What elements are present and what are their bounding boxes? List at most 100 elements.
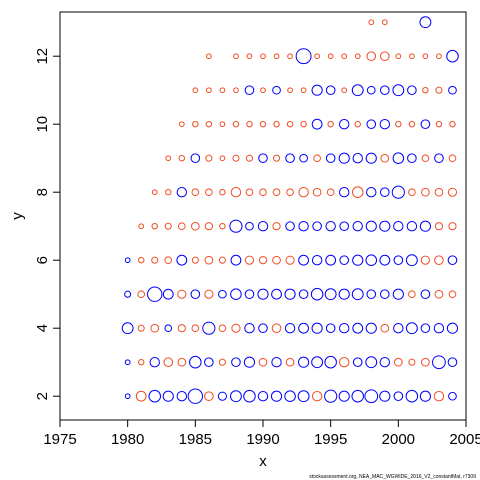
positive-residual-point <box>379 390 391 402</box>
positive-residual-point <box>351 84 364 97</box>
positive-residual-point <box>420 323 431 334</box>
negative-residual-point <box>354 120 361 128</box>
positive-residual-point <box>379 254 391 266</box>
positive-residual-point <box>285 221 295 231</box>
y-tick-label: 8 <box>34 188 51 196</box>
positive-residual-point <box>149 356 160 368</box>
positive-residual-point <box>204 357 214 368</box>
positive-residual-point <box>229 390 242 403</box>
positive-residual-point <box>295 48 312 65</box>
negative-residual-point <box>354 53 361 60</box>
negative-residual-point <box>232 154 240 162</box>
negative-residual-point <box>260 87 266 94</box>
positive-residual-point <box>311 254 323 266</box>
positive-residual-point <box>339 221 350 231</box>
positive-residual-point <box>257 220 269 232</box>
negative-residual-point <box>204 222 213 231</box>
negative-residual-point <box>286 188 294 197</box>
positive-residual-point <box>187 388 204 404</box>
positive-residual-point <box>405 389 419 403</box>
positive-residual-point <box>338 322 350 334</box>
positive-residual-point <box>244 85 255 95</box>
positive-residual-point <box>325 323 336 334</box>
negative-residual-point <box>204 255 214 265</box>
negative-residual-point <box>422 86 429 94</box>
positive-residual-point <box>380 289 390 300</box>
positive-residual-point <box>391 185 405 199</box>
positive-residual-point <box>324 288 337 301</box>
positive-residual-point <box>218 289 227 299</box>
negative-residual-point <box>191 256 199 264</box>
negative-residual-point <box>314 53 320 60</box>
positive-residual-point <box>190 289 201 300</box>
x-tick-label: 1990 <box>246 431 279 448</box>
positive-residual-point <box>419 390 431 402</box>
positive-residual-point <box>338 390 350 402</box>
positive-residual-point <box>380 85 390 95</box>
positive-residual-point <box>365 254 378 266</box>
negative-residual-point <box>285 357 295 367</box>
positive-residual-point <box>432 355 446 370</box>
negative-residual-point <box>151 222 158 230</box>
negative-residual-point <box>449 120 456 128</box>
negative-residual-point <box>178 154 186 162</box>
positive-residual-point <box>230 254 242 266</box>
positive-residual-point <box>310 287 324 301</box>
negative-residual-point <box>393 357 403 367</box>
positive-residual-point <box>324 355 337 369</box>
negative-residual-point <box>366 51 377 62</box>
positive-residual-point <box>162 288 174 300</box>
positive-residual-point <box>407 85 417 95</box>
positive-residual-point <box>379 220 391 232</box>
positive-residual-point <box>393 255 404 266</box>
negative-residual-point <box>272 188 281 197</box>
negative-residual-point <box>338 356 350 368</box>
positive-residual-point <box>272 85 281 95</box>
negative-residual-point <box>259 188 267 197</box>
positive-residual-point <box>257 390 269 402</box>
negative-residual-point <box>259 120 267 128</box>
negative-residual-point <box>273 53 280 60</box>
negative-residual-point <box>313 154 321 163</box>
negative-residual-point <box>219 222 226 230</box>
positive-residual-point <box>312 221 322 231</box>
negative-residual-point <box>245 188 254 197</box>
negative-residual-point <box>135 390 147 402</box>
negative-residual-point <box>272 222 281 231</box>
positive-residual-point <box>366 289 377 300</box>
negative-residual-point <box>204 289 214 299</box>
negative-residual-point <box>434 187 444 197</box>
positive-residual-point <box>351 288 364 301</box>
positive-residual-point <box>324 389 338 403</box>
positive-residual-point <box>405 322 418 335</box>
negative-residual-point <box>258 256 268 265</box>
positive-residual-point <box>352 220 363 232</box>
negative-residual-point <box>205 120 213 128</box>
x-axis: 1975 1980 1985 1990 1995 2000 2005 <box>43 420 480 448</box>
negative-residual-point <box>192 87 199 94</box>
positive-residual-point <box>311 356 324 369</box>
positive-residual-point <box>434 153 444 163</box>
negative-residual-point <box>218 324 227 333</box>
negative-residual-point <box>327 120 334 128</box>
negative-residual-point <box>219 87 226 94</box>
negative-residual-point <box>232 120 240 128</box>
negative-residual-point <box>206 87 212 94</box>
negative-residual-point <box>408 290 416 299</box>
positive-residual-point <box>405 254 418 267</box>
x-tick-label: 1995 <box>314 431 347 448</box>
positive-residual-point <box>325 220 336 232</box>
negative-residual-point <box>177 222 186 231</box>
positive-residual-point <box>446 49 459 63</box>
negative-residual-point <box>272 154 281 162</box>
negative-residual-point <box>298 186 309 198</box>
positive-residual-point <box>147 286 163 302</box>
negative-residual-point <box>300 120 307 128</box>
positive-residual-point <box>447 357 458 368</box>
positive-residual-point <box>121 322 134 335</box>
negative-residual-point <box>420 255 430 265</box>
x-tick-label: 1985 <box>179 431 212 448</box>
x-axis-title: x <box>259 453 267 470</box>
positive-residual-point <box>366 119 377 129</box>
